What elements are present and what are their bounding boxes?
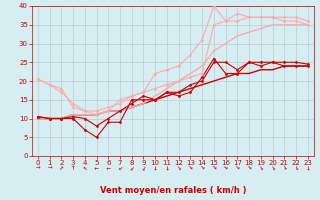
Text: →: →	[128, 164, 135, 171]
Text: →: →	[140, 164, 147, 170]
Text: →: →	[117, 164, 123, 170]
Text: →: →	[153, 165, 158, 169]
Text: →: →	[58, 164, 65, 171]
Text: →: →	[164, 165, 169, 169]
Text: →: →	[211, 164, 217, 171]
Text: →: →	[234, 164, 241, 171]
Text: →: →	[187, 164, 194, 171]
Text: →: →	[281, 164, 287, 170]
Text: →: →	[269, 164, 276, 170]
Text: →: →	[94, 165, 99, 170]
Text: →: →	[47, 165, 52, 170]
Text: →: →	[293, 164, 299, 170]
Text: →: →	[36, 165, 40, 170]
Text: →: →	[71, 165, 76, 169]
Text: →: →	[199, 164, 205, 171]
Text: →: →	[175, 164, 182, 170]
Text: →: →	[81, 164, 88, 171]
X-axis label: Vent moyen/en rafales ( km/h ): Vent moyen/en rafales ( km/h )	[100, 186, 246, 195]
Text: →: →	[258, 164, 264, 170]
Text: →: →	[222, 164, 229, 170]
Text: →: →	[246, 164, 252, 171]
Text: →: →	[305, 165, 310, 169]
Text: →: →	[106, 165, 111, 170]
